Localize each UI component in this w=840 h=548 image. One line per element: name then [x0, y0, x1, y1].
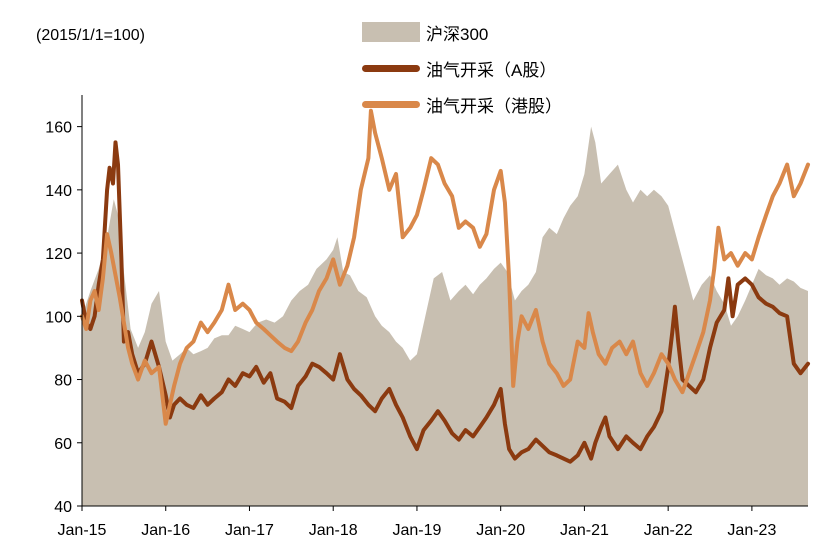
legend-swatch-hs300 — [362, 22, 420, 42]
base-index-note: (2015/1/1=100) — [36, 27, 145, 44]
y-tick: 80 — [54, 373, 82, 390]
x-tick-label: Jan-21 — [560, 522, 609, 539]
legend-label-oil-a: 油气开采（A股） — [426, 60, 557, 80]
legend-swatch-oil-hk — [362, 100, 420, 108]
legend-item-hs300: 沪深300 — [362, 14, 562, 50]
legend: 沪深300 油气开采（A股） 油气开采（港股） — [362, 14, 562, 122]
x-tick-label: Jan-23 — [727, 522, 776, 539]
y-tick-label: 80 — [54, 373, 72, 390]
x-tick-label: Jan-19 — [392, 522, 441, 539]
y-tick-label: 40 — [54, 499, 72, 516]
x-tick: Jan-22 — [644, 506, 693, 539]
y-tick: 40 — [54, 499, 82, 516]
x-tick: Jan-17 — [225, 506, 274, 539]
x-tick: Jan-18 — [309, 506, 358, 539]
x-tick: Jan-16 — [141, 506, 190, 539]
legend-item-oil-a: 油气开采（A股） — [362, 50, 562, 86]
y-tick-label: 160 — [45, 120, 72, 137]
x-tick: Jan-20 — [476, 506, 525, 539]
y-tick-label: 140 — [45, 183, 72, 200]
y-ticks: 40 60 80 100 120 140 160 — [45, 120, 82, 516]
legend-label-hs300: 沪深300 — [426, 24, 489, 44]
series-line-oil-hk — [80, 108, 810, 426]
x-tick-label: Jan-15 — [58, 522, 107, 539]
x-tick: Jan-23 — [727, 506, 776, 539]
x-ticks: Jan-15 Jan-16 Jan-17 Jan-18 Jan-19 Jan-20 Jan-… — [58, 506, 776, 539]
y-tick-label: 100 — [45, 309, 72, 326]
x-tick-label: Jan-16 — [141, 522, 190, 539]
x-tick-label: Jan-22 — [644, 522, 693, 539]
series-layer — [80, 108, 810, 506]
y-tick: 140 — [45, 183, 82, 200]
y-tick: 60 — [54, 436, 82, 453]
x-tick: Jan-15 — [58, 506, 107, 539]
x-tick-label: Jan-17 — [225, 522, 274, 539]
x-tick-label: Jan-20 — [476, 522, 525, 539]
series-area-hs300 — [82, 126, 808, 506]
x-tick: Jan-19 — [392, 506, 442, 539]
x-tick: Jan-21 — [560, 506, 609, 539]
y-tick-label: 60 — [54, 436, 72, 453]
legend-label-oil-hk: 油气开采（港股） — [426, 96, 562, 116]
y-tick: 100 — [45, 309, 82, 326]
x-tick-label: Jan-18 — [309, 522, 358, 539]
y-tick: 160 — [45, 120, 82, 137]
y-tick: 120 — [45, 246, 82, 263]
legend-swatch-oil-a — [362, 64, 420, 72]
legend-item-oil-hk: 油气开采（港股） — [362, 86, 562, 122]
y-tick-label: 120 — [45, 246, 72, 263]
